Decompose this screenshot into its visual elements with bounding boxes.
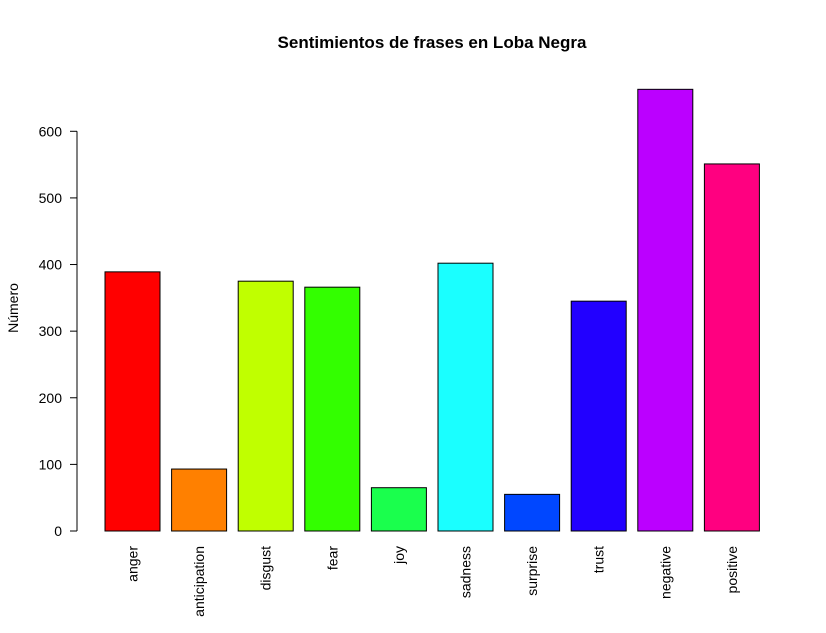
bar-disgust	[237, 280, 294, 532]
x-tick-label-positive: positive	[724, 546, 740, 594]
bar-positive	[703, 163, 760, 532]
bar-anger	[104, 271, 161, 532]
bar-anticipation	[171, 468, 228, 532]
y-tick-label: 300	[39, 323, 63, 339]
y-tick-label: 100	[39, 456, 63, 472]
y-tick-label: 0	[54, 523, 62, 539]
x-tick-labels: anger anticipation disgust fear joy sadness su…	[125, 546, 740, 617]
y-tick-label: 200	[39, 390, 63, 406]
bar-sadness	[437, 262, 494, 532]
bar-surprise	[504, 493, 561, 532]
bar-trust	[570, 300, 627, 532]
y-axis-label: Número	[5, 283, 21, 333]
x-tick-label-fear: fear	[324, 546, 340, 570]
x-tick-label-anger: anger	[125, 546, 141, 582]
y-tick-label: 500	[39, 190, 63, 206]
y-tick-label: 600	[39, 123, 63, 139]
x-tick-label-anticipation: anticipation	[191, 546, 207, 617]
x-tick-label-surprise: surprise	[524, 546, 540, 596]
x-tick-label-trust: trust	[591, 546, 607, 573]
chart-title: Sentimientos de frases en Loba Negra	[278, 33, 587, 52]
x-tick-label-joy: joy	[391, 546, 407, 565]
x-tick-label-negative: negative	[657, 546, 673, 599]
x-tick-label-sadness: sadness	[458, 546, 474, 598]
bar-fear	[304, 286, 361, 532]
y-tick-label: 400	[39, 257, 63, 273]
bar-negative	[637, 88, 694, 532]
y-axis: 0 100 200 300 400 500 600	[39, 123, 78, 539]
bars-group	[104, 88, 760, 532]
bar-joy	[370, 487, 427, 532]
x-tick-label-disgust: disgust	[258, 546, 274, 590]
